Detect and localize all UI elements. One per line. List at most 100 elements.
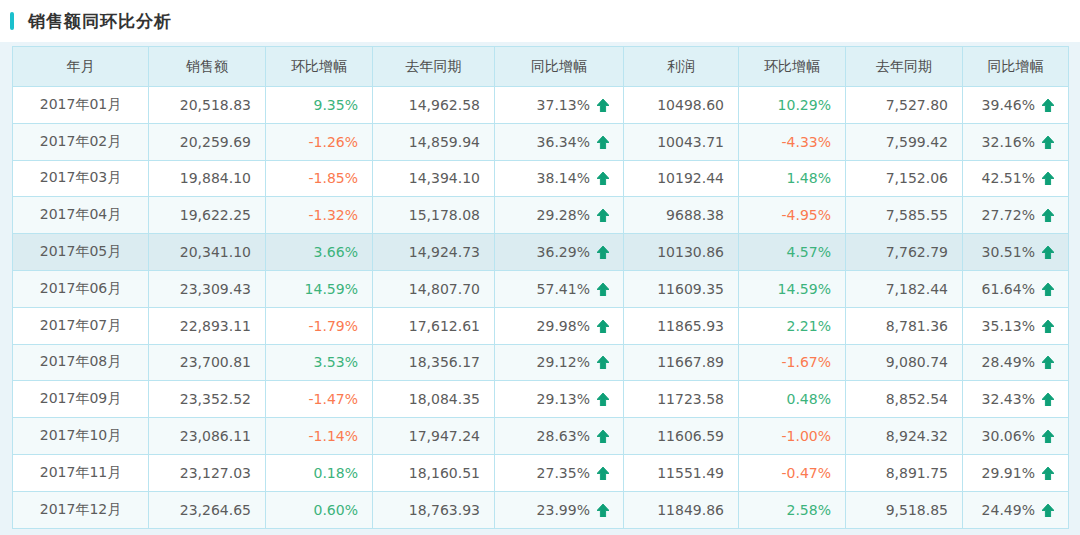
cell-sales-ly: 17,612.61: [373, 307, 495, 344]
cell-month: 2017年03月: [13, 160, 149, 197]
cell-profit-mom: -1.00%: [739, 418, 846, 455]
table-row[interactable]: 2017年11月23,127.030.18%18,160.5127.35%115…: [13, 454, 1069, 491]
cell-sales-mom: -1.47%: [266, 381, 373, 418]
cell-profit-ly: 8,924.32: [846, 418, 963, 455]
cell-sales: 23,127.03: [149, 454, 266, 491]
cell-sales-mom: 0.60%: [266, 491, 373, 528]
cell-profit-yoy: 29.91%: [963, 454, 1069, 491]
cell-profit-mom: 2.21%: [739, 307, 846, 344]
cell-profit: 11667.89: [624, 344, 739, 381]
sales-analysis-table-panel: 年月销售额环比增幅去年同期同比增幅利润环比增幅去年同期同比增幅 2017年01月…: [12, 46, 1068, 529]
cell-profit-yoy: 32.16%: [963, 123, 1069, 160]
cell-sales: 22,893.11: [149, 307, 266, 344]
arrow-up-icon: [597, 428, 609, 444]
cell-profit-yoy: 42.51%: [963, 160, 1069, 197]
cell-profit-mom: -4.95%: [739, 197, 846, 234]
cell-sales-ly: 15,178.08: [373, 197, 495, 234]
cell-sales-ly: 14,859.94: [373, 123, 495, 160]
table-row[interactable]: 2017年04月19,622.25-1.32%15,178.0829.28%96…: [13, 197, 1069, 234]
arrow-up-icon: [597, 207, 609, 223]
cell-month: 2017年05月: [13, 234, 149, 271]
cell-profit-yoy: 30.51%: [963, 234, 1069, 271]
header-row: 年月销售额环比增幅去年同期同比增幅利润环比增幅去年同期同比增幅: [13, 47, 1069, 87]
cell-sales-mom: -1.14%: [266, 418, 373, 455]
cell-profit-ly: 9,080.74: [846, 344, 963, 381]
cell-profit-ly: 9,518.85: [846, 491, 963, 528]
arrow-up-icon: [597, 134, 609, 150]
arrow-up-icon: [597, 97, 609, 113]
table-row[interactable]: 2017年05月20,341.103.66%14,924.7336.29%101…: [13, 234, 1069, 271]
arrow-up-icon: [1042, 207, 1054, 223]
cell-profit-yoy: 39.46%: [963, 87, 1069, 124]
cell-sales-yoy: 23.99%: [495, 491, 624, 528]
cell-sales-mom: -1.26%: [266, 123, 373, 160]
cell-profit: 11609.35: [624, 270, 739, 307]
column-header-2: 环比增幅: [266, 47, 373, 87]
table-body: 2017年01月20,518.839.35%14,962.5837.13%104…: [13, 87, 1069, 529]
cell-sales-yoy: 29.12%: [495, 344, 624, 381]
cell-sales-yoy: 29.28%: [495, 197, 624, 234]
cell-profit-ly: 7,585.55: [846, 197, 963, 234]
cell-profit: 11723.58: [624, 381, 739, 418]
cell-month: 2017年10月: [13, 418, 149, 455]
cell-sales-yoy: 28.63%: [495, 418, 624, 455]
cell-sales: 20,341.10: [149, 234, 266, 271]
arrow-up-icon: [597, 281, 609, 297]
table-row[interactable]: 2017年08月23,700.813.53%18,356.1729.12%116…: [13, 344, 1069, 381]
cell-sales-yoy: 57.41%: [495, 270, 624, 307]
table-row[interactable]: 2017年03月19,884.10-1.85%14,394.1038.14%10…: [13, 160, 1069, 197]
cell-profit: 9688.38: [624, 197, 739, 234]
cell-profit: 11849.86: [624, 491, 739, 528]
table-row[interactable]: 2017年07月22,893.11-1.79%17,612.6129.98%11…: [13, 307, 1069, 344]
cell-sales-mom: 3.66%: [266, 234, 373, 271]
cell-profit-mom: -1.67%: [739, 344, 846, 381]
column-header-6: 环比增幅: [739, 47, 846, 87]
cell-sales-yoy: 36.34%: [495, 123, 624, 160]
arrow-up-icon: [597, 391, 609, 407]
cell-profit: 10192.44: [624, 160, 739, 197]
cell-sales-mom: 0.18%: [266, 454, 373, 491]
cell-sales-ly: 14,962.58: [373, 87, 495, 124]
arrow-up-icon: [1042, 318, 1054, 334]
cell-sales-mom: 14.59%: [266, 270, 373, 307]
cell-profit-yoy: 32.43%: [963, 381, 1069, 418]
arrow-up-icon: [1042, 391, 1054, 407]
arrow-up-icon: [1042, 354, 1054, 370]
table-row[interactable]: 2017年02月20,259.69-1.26%14,859.9436.34%10…: [13, 123, 1069, 160]
cell-sales: 20,259.69: [149, 123, 266, 160]
cell-profit-yoy: 27.72%: [963, 197, 1069, 234]
cell-profit-mom: -4.33%: [739, 123, 846, 160]
cell-sales-ly: 18,084.35: [373, 381, 495, 418]
cell-profit: 11551.49: [624, 454, 739, 491]
cell-sales: 19,884.10: [149, 160, 266, 197]
cell-profit-yoy: 61.64%: [963, 270, 1069, 307]
cell-sales-yoy: 38.14%: [495, 160, 624, 197]
cell-profit-mom: -0.47%: [739, 454, 846, 491]
cell-month: 2017年07月: [13, 307, 149, 344]
table-row[interactable]: 2017年01月20,518.839.35%14,962.5837.13%104…: [13, 87, 1069, 124]
table-row[interactable]: 2017年12月23,264.650.60%18,763.9323.99%118…: [13, 491, 1069, 528]
cell-month: 2017年01月: [13, 87, 149, 124]
cell-profit-mom: 1.48%: [739, 160, 846, 197]
table-row[interactable]: 2017年10月23,086.11-1.14%17,947.2428.63%11…: [13, 418, 1069, 455]
cell-profit: 11606.59: [624, 418, 739, 455]
cell-profit-yoy: 24.49%: [963, 491, 1069, 528]
sales-analysis-table: 年月销售额环比增幅去年同期同比增幅利润环比增幅去年同期同比增幅 2017年01月…: [12, 46, 1069, 529]
cell-month: 2017年08月: [13, 344, 149, 381]
arrow-up-icon: [1042, 97, 1054, 113]
cell-sales-yoy: 36.29%: [495, 234, 624, 271]
column-header-8: 同比增幅: [963, 47, 1069, 87]
table-row[interactable]: 2017年09月23,352.52-1.47%18,084.3529.13%11…: [13, 381, 1069, 418]
cell-sales-ly: 18,356.17: [373, 344, 495, 381]
cell-profit: 11865.93: [624, 307, 739, 344]
arrow-up-icon: [597, 354, 609, 370]
cell-sales: 23,352.52: [149, 381, 266, 418]
cell-profit: 10043.71: [624, 123, 739, 160]
cell-sales-ly: 18,763.93: [373, 491, 495, 528]
arrow-up-icon: [1042, 244, 1054, 260]
column-header-1: 销售额: [149, 47, 266, 87]
cell-profit-ly: 8,781.36: [846, 307, 963, 344]
cell-profit-mom: 10.29%: [739, 87, 846, 124]
table-row[interactable]: 2017年06月23,309.4314.59%14,807.7057.41%11…: [13, 270, 1069, 307]
cell-sales-ly: 14,807.70: [373, 270, 495, 307]
